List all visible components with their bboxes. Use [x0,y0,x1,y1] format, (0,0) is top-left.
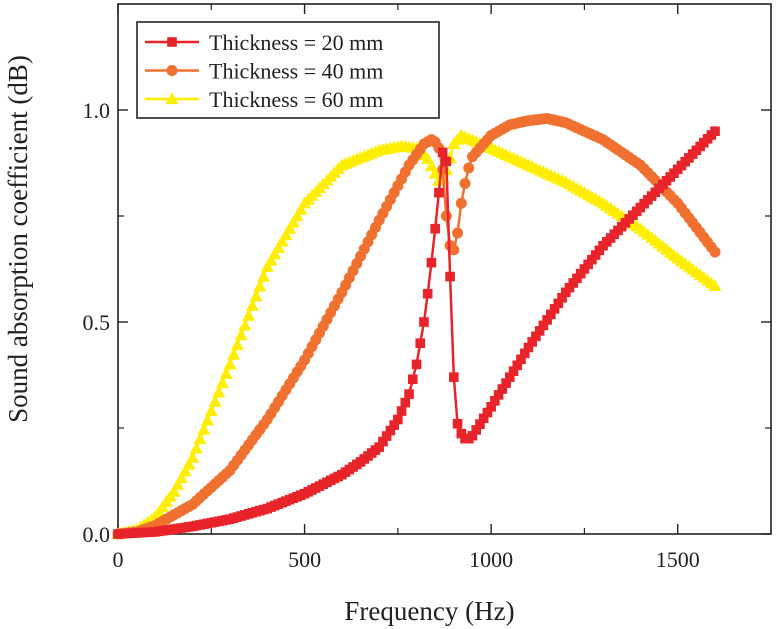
data-point [208,395,222,407]
y-axis-title: Sound absorption coefficient (dB) [3,55,33,423]
data-point [215,376,229,389]
data-point [434,187,444,198]
data-point [268,247,282,260]
data-point [178,464,192,477]
data-point [286,215,300,228]
data-point [404,389,414,399]
axes: 0 500 1000 1500 0.0 0.5 1.0 [83,3,772,572]
data-point [452,227,464,239]
data-point [455,197,467,209]
data-point [290,209,304,222]
data-point [167,484,181,497]
data-point [171,478,185,490]
data-point [424,159,438,172]
data-point [182,457,196,470]
series-line [117,133,716,536]
legend: Thickness = 20 mm Thickness = 40 mm Thickn… [136,21,440,119]
legend-item: Thickness = 60 mm [145,87,383,112]
y-tick-label: 0.5 [83,310,111,335]
data-point [193,432,207,445]
data-point [234,328,248,341]
series-line [117,117,717,536]
legend-marker [166,65,178,77]
y-tick-label: 1.0 [83,98,111,123]
data-point [459,177,471,189]
data-point [440,210,452,222]
data-point [249,289,263,302]
legend-label: Thickness = 20 mm [209,30,383,55]
data-point [275,234,289,247]
data-point [186,451,200,463]
legend-item: Thickness = 40 mm [145,59,383,84]
data-point [393,414,403,425]
x-tick-label: 0 [113,547,124,572]
data-point [430,223,440,234]
data-point [227,348,241,360]
x-axis-title: Frequency (Hz) [344,596,514,626]
data-point [709,246,721,258]
data-point [426,257,437,268]
data-point [445,271,455,282]
legend-marker [165,92,179,105]
data-point [260,260,274,272]
data-point [219,367,233,379]
series-1 [112,112,721,540]
data-point [441,156,452,167]
data-point [197,423,211,435]
series-2 [111,128,722,540]
data-point [189,441,203,454]
data-point [437,147,448,158]
plot-frame [117,3,772,535]
data-point [396,406,407,416]
legend-item: Thickness = 20 mm [145,30,383,55]
data-point [242,309,256,321]
x-tick-label: 1000 [469,547,513,572]
data-point [400,397,411,408]
data-point [411,359,422,370]
data-point [415,338,426,349]
data-point [710,126,720,136]
data-point [257,270,271,282]
data-point [283,222,297,234]
data-point [264,253,278,266]
data-point [421,152,435,164]
data-point [245,299,259,311]
legend-label: Thickness = 60 mm [209,87,383,112]
data-point [452,418,463,429]
series-layer [111,112,722,540]
data-point [463,162,475,174]
data-point [174,471,188,484]
data-point [271,241,285,253]
data-point [204,404,218,417]
data-point [449,372,459,382]
data-point [253,279,267,292]
legend-marker [167,37,177,47]
data-point [223,357,237,370]
data-point [294,203,308,215]
x-tick-label: 1500 [656,547,700,572]
data-point [238,318,252,331]
data-point [212,385,226,398]
data-point [419,317,429,327]
x-tick-label: 500 [288,547,321,572]
data-point [422,288,433,299]
series-0 [113,126,720,539]
legend-label: Thickness = 40 mm [209,59,383,84]
data-point [407,374,418,385]
series-line [117,130,716,536]
data-point [230,338,244,350]
data-point [201,413,215,426]
y-tick-label: 0.0 [83,522,111,547]
data-point [279,228,293,241]
data-point [708,279,722,292]
